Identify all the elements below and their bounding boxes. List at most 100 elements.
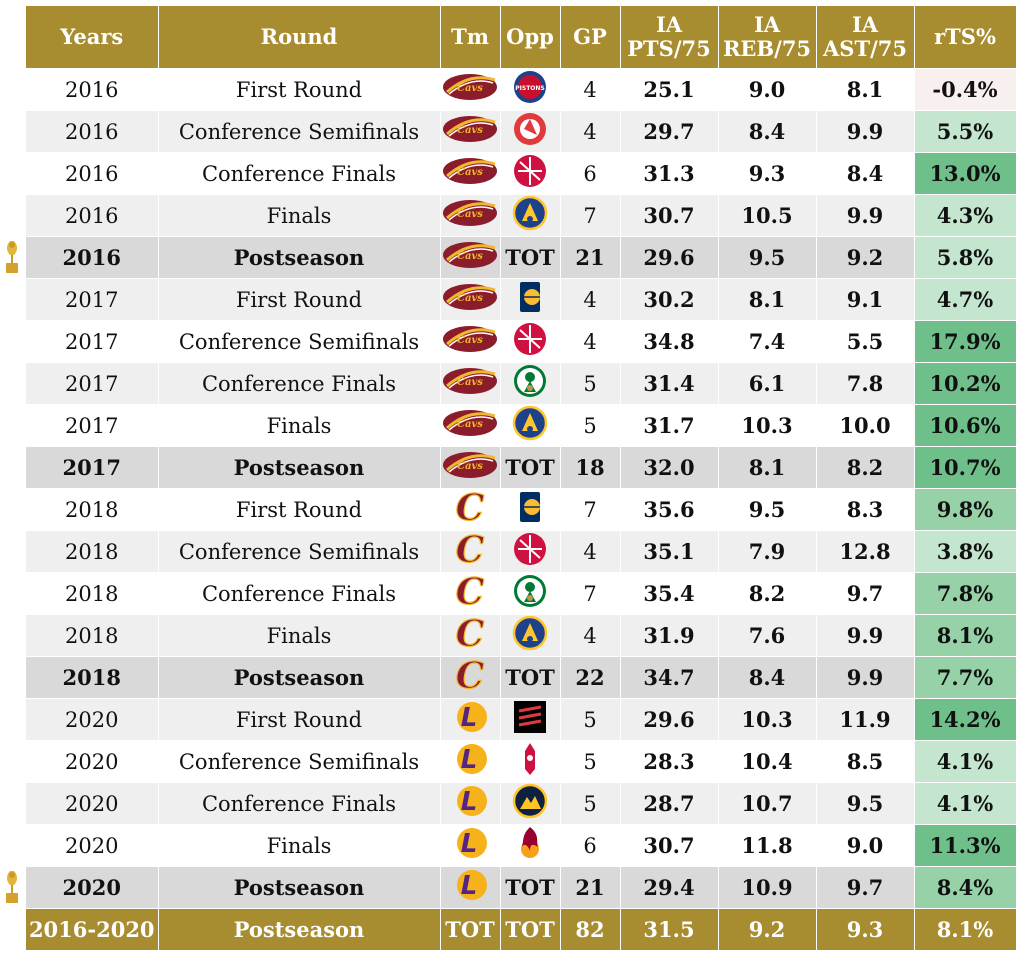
gp-cell: 18 <box>560 446 621 489</box>
gp-cell: 4 <box>560 110 621 153</box>
opponent-total-label: TOT <box>505 455 555 480</box>
ast-cell: 8.5 <box>816 740 915 783</box>
svg-text:L: L <box>461 745 478 775</box>
warriors-icon <box>510 615 550 656</box>
pts-cell: 28.7 <box>620 782 719 825</box>
pts-cell: 30.7 <box>620 194 719 237</box>
svg-text:C: C <box>456 573 485 609</box>
rts-cell: 4.1% <box>914 740 1017 783</box>
header-gp: GP <box>560 6 621 69</box>
pts-cell: 35.1 <box>620 530 719 573</box>
ast-cell: 12.8 <box>816 530 915 573</box>
footer-total-row: 2016-2020 Postseason TOT TOT 82 31.5 9.2… <box>26 908 1017 951</box>
team-cell: Cavs <box>440 278 501 321</box>
gp-cell: 4 <box>560 68 621 111</box>
ast-cell: 9.0 <box>816 824 915 867</box>
reb-cell: 8.1 <box>718 446 817 489</box>
pts-cell: 25.1 <box>620 68 719 111</box>
header-ast-line1: IA <box>851 12 879 37</box>
gp-cell: 7 <box>560 488 621 531</box>
opponent-total-label: TOT <box>505 665 555 690</box>
raptors-icon <box>510 321 550 362</box>
table-row: 2016 Conference Finals Cavs 6 31.3 9.3 8.4 13.0… <box>26 152 1017 195</box>
gp-cell: 21 <box>560 236 621 279</box>
year-cell: 2018 <box>26 614 159 657</box>
table-row: 2018 First Round C 7 35.6 9.5 8.3 9.8% <box>26 488 1017 531</box>
rts-cell: -0.4% <box>914 68 1017 111</box>
round-cell: Conference Semifinals <box>158 740 441 783</box>
round-cell: Conference Semifinals <box>158 320 441 363</box>
cavaliers-wordmark-icon: Cavs <box>441 406 499 445</box>
ast-cell: 9.5 <box>816 782 915 825</box>
rockets-icon <box>510 741 550 782</box>
pts-cell: 32.0 <box>620 446 719 489</box>
year-cell: 2016 <box>26 68 159 111</box>
table-row: 2020 Conference Finals L 5 28.7 10.7 9.5 4.1% <box>26 782 1017 825</box>
warriors-icon <box>510 195 550 236</box>
pts-cell: 29.4 <box>620 866 719 909</box>
team-cell: C <box>440 488 501 531</box>
ast-cell: 9.7 <box>816 572 915 615</box>
postseason-total-row: 2016 Postseason Cavs TOT 21 29.6 9.5 9.2 5.8% <box>26 236 1017 279</box>
lakers-icon: L <box>448 741 492 782</box>
ast-cell: 8.4 <box>816 152 915 195</box>
round-cell: Postseason <box>158 236 441 279</box>
hawks-icon <box>510 111 550 152</box>
opponent-cell: TOT <box>500 866 561 909</box>
rts-cell: 7.8% <box>914 572 1017 615</box>
team-cell: L <box>440 866 501 909</box>
header-opp: Opp <box>500 6 561 69</box>
year-cell: 2020 <box>26 824 159 867</box>
table-row: 2017 First Round Cavs 4 30.2 8.1 9.1 4.7% <box>26 278 1017 321</box>
cavaliers-wordmark-icon: Cavs <box>441 448 499 487</box>
team-cell: L <box>440 740 501 783</box>
svg-text:L: L <box>461 787 478 817</box>
opponent-cell <box>500 488 561 531</box>
reb-cell: 9.5 <box>718 236 817 279</box>
pts-cell: 34.8 <box>620 320 719 363</box>
cavaliers-wordmark-icon: Cavs <box>441 112 499 151</box>
team-cell: L <box>440 698 501 741</box>
postseason-total-row: 2017 Postseason Cavs TOT 18 32.0 8.1 8.2 10.7% <box>26 446 1017 489</box>
trail-blazers-icon <box>510 699 550 740</box>
opponent-cell <box>500 740 561 783</box>
pts-cell: 34.7 <box>620 656 719 699</box>
header-rts: rTS% <box>914 6 1017 69</box>
cavaliers-wordmark-icon: Cavs <box>441 322 499 361</box>
cavaliers-c-icon: C <box>450 657 490 698</box>
heat-icon <box>510 825 550 866</box>
year-cell: 2020 <box>26 782 159 825</box>
gp-cell: 5 <box>560 362 621 405</box>
footer-reb: 9.2 <box>718 908 817 951</box>
table-row: 2017 Finals Cavs 5 31.7 10.3 10.0 10.6% <box>26 404 1017 447</box>
opponent-cell <box>500 614 561 657</box>
ast-cell: 8.1 <box>816 68 915 111</box>
opponent-cell <box>500 404 561 447</box>
round-cell: Conference Finals <box>158 362 441 405</box>
header-round: Round <box>158 6 441 69</box>
reb-cell: 11.8 <box>718 824 817 867</box>
ast-cell: 10.0 <box>816 404 915 447</box>
round-cell: Finals <box>158 824 441 867</box>
gp-cell: 7 <box>560 194 621 237</box>
svg-text:L: L <box>461 703 478 733</box>
rts-cell: 14.2% <box>914 698 1017 741</box>
footer-tm: TOT <box>440 908 501 951</box>
rts-cell: 8.4% <box>914 866 1017 909</box>
gp-cell: 5 <box>560 782 621 825</box>
ast-cell: 11.9 <box>816 698 915 741</box>
team-cell: L <box>440 824 501 867</box>
round-cell: Conference Finals <box>158 152 441 195</box>
celtics-icon <box>510 573 550 614</box>
year-cell: 2016 <box>26 110 159 153</box>
opponent-cell <box>500 110 561 153</box>
rts-cell: 9.8% <box>914 488 1017 531</box>
rts-cell: 8.1% <box>914 614 1017 657</box>
team-cell: Cavs <box>440 446 501 489</box>
ast-cell: 9.9 <box>816 656 915 699</box>
svg-text:Cavs: Cavs <box>457 125 483 136</box>
gp-cell: 5 <box>560 740 621 783</box>
svg-text:L: L <box>461 871 478 901</box>
round-cell: Conference Finals <box>158 782 441 825</box>
opponent-cell <box>500 320 561 363</box>
